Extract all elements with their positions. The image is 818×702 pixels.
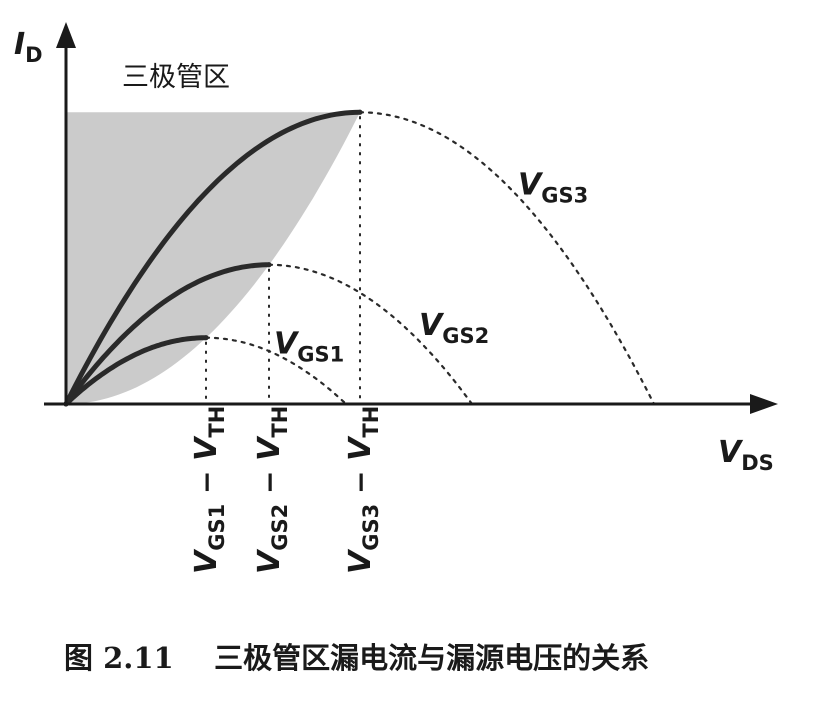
x-tick-label-3: VGS3 − VTH: [343, 406, 383, 574]
series-2-dashed-curve: [267, 263, 474, 406]
x-tick-label-1-part-2: GS1: [205, 504, 229, 551]
x-tick-label-1-part-1: V: [189, 548, 224, 574]
series-2-solid-curve: [63, 262, 272, 407]
x-axis-label-sub: DS: [741, 451, 774, 475]
series-1-label: VGS1: [274, 327, 344, 367]
series-2-label-sub: GS2: [442, 324, 489, 348]
x-tick-label-2-text: VGS2 − VTH: [252, 406, 292, 574]
x-tick-label-1: VGS1 − VTH: [189, 406, 229, 574]
x-tick-label-3-part-4: V: [343, 435, 378, 461]
figure-caption: 图 2.11 三极管区漏电流与漏源电压的关系: [64, 641, 649, 675]
series-1-dashed-curve: [204, 336, 348, 406]
x-axis-label-main: V: [718, 435, 744, 470]
series-2-label-main: V: [419, 308, 445, 343]
x-tick-label-1-text: VGS1 − VTH: [189, 406, 229, 574]
triode-region: [66, 112, 360, 404]
series-1-label-sub: GS1: [297, 343, 344, 367]
x-tick-label-1-part-3: −: [190, 461, 223, 504]
series-3-label-main: V: [518, 167, 544, 202]
x-axis-arrow: [750, 394, 778, 414]
y-axis-label: ID: [14, 27, 43, 67]
series-2-peak-point: [266, 262, 272, 268]
projection-lines: [205, 116, 361, 404]
curves-group: [63, 109, 656, 407]
x-tick-label-3-part-1: V: [343, 548, 378, 574]
series-1-label-main: V: [274, 327, 300, 362]
series-1-peak-point: [203, 335, 209, 341]
series-2-label: VGS2: [419, 308, 489, 348]
series-3-solid-curve: [63, 109, 363, 407]
x-tick-label-2-part-1: V: [252, 548, 287, 574]
y-axis-arrow: [56, 22, 76, 48]
x-tick-label-2: VGS2 − VTH: [252, 406, 292, 574]
series-3-label-sub: GS3: [541, 183, 588, 207]
x-tick-label-2-part-3: −: [253, 461, 286, 504]
x-axis-label: VDS: [718, 435, 774, 475]
x-tick-label-3-part-2: GS3: [359, 504, 383, 551]
triode-region-label: 三极管区: [122, 62, 230, 93]
series-3-peak-point: [357, 109, 363, 115]
series-1-solid-curve: [63, 335, 209, 407]
x-tick-label-2-part-5: TH: [268, 406, 292, 438]
series-3-dashed-curve: [358, 111, 656, 406]
x-tick-label-3-text: VGS3 − VTH: [343, 406, 383, 574]
series-3-label: VGS3: [518, 167, 588, 207]
x-tick-label-1-part-4: V: [189, 435, 224, 461]
y-axis-label-main: I: [14, 27, 25, 62]
x-tick-label-3-part-3: −: [344, 461, 377, 504]
y-axis-label-sub: D: [25, 43, 42, 67]
x-tick-label-1-part-5: TH: [205, 406, 229, 438]
x-tick-label-2-part-4: V: [252, 435, 287, 461]
x-tick-label-2-part-2: GS2: [268, 504, 292, 551]
x-tick-label-3-part-5: TH: [359, 406, 383, 438]
